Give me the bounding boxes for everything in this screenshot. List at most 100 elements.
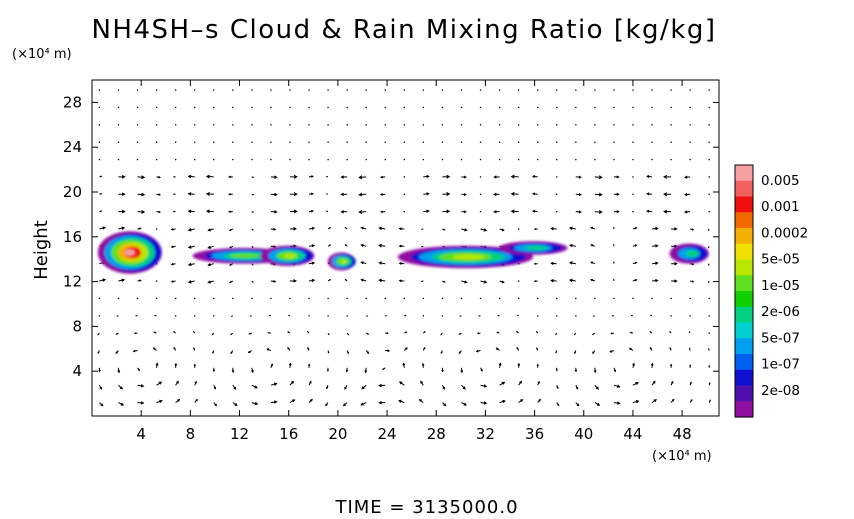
wind-vector [344,226,348,230]
wind-vector [132,349,138,353]
wind-vector [442,228,446,231]
wind-vector [327,297,329,300]
wind-vector [378,226,386,231]
wind-vector [175,297,177,300]
wind-vector [708,176,710,178]
wind-vector [137,279,142,282]
wind-vector [498,297,501,300]
wind-vector [475,349,481,353]
colorbar-segment [735,165,753,182]
wind-vector [135,315,138,317]
wind-vector [632,382,639,386]
wind-vector [594,402,601,406]
wind-vector [556,211,558,213]
wind-vector [384,141,386,143]
wind-vector [360,278,367,282]
wind-vector [613,158,615,161]
wind-vector [187,192,195,196]
wind-vector [270,89,272,91]
colorbar-segment [735,228,753,245]
colorbar-segment [735,275,753,292]
wind-vector [365,106,367,109]
wind-vector [708,382,711,386]
wind-vector [175,124,177,126]
wind-vector [613,89,615,91]
wind-vector [537,106,539,109]
wind-vector [187,209,195,214]
wind-vector [232,297,234,300]
wind-vector [289,106,291,109]
cloud-contour [685,250,699,257]
wind-vector [326,385,329,390]
wind-vector [136,141,139,143]
wind-vector [683,210,691,214]
wind-vector [650,362,654,368]
wind-vector [98,158,101,161]
wind-vector [308,278,316,283]
cloud-contour [124,249,135,256]
wind-vector [346,141,348,143]
wind-vector [213,158,215,161]
wind-vector [479,158,482,161]
wind-vector [287,346,291,351]
wind-vector [689,89,691,91]
wind-vector [420,280,424,283]
wind-vector [289,141,291,143]
wind-vector [518,89,520,91]
wind-vector [632,244,638,247]
wind-vector [251,228,254,231]
wind-vector [518,399,524,404]
wind-vector [649,331,653,334]
wind-vector [708,106,710,109]
wind-vector [213,141,215,143]
wind-vector [117,124,120,126]
wind-vector [360,243,367,247]
wind-vector [613,175,620,179]
wind-vector [213,89,215,91]
wind-vector [575,315,577,317]
wind-vector [590,261,595,265]
wind-vector [459,315,462,317]
wind-vector [592,315,596,317]
wind-vector [499,399,506,404]
wind-vector [156,210,162,214]
wind-vector [632,176,634,178]
wind-vector [442,192,451,197]
wind-vector [137,209,146,214]
wind-vector [289,227,297,231]
wind-vector [251,124,253,126]
colorbar-label: 5e-07 [761,330,800,346]
wind-vector [458,350,462,355]
wind-vector [669,330,672,334]
wind-vector [518,228,520,230]
wind-vector [498,89,501,91]
wind-vector [594,124,596,126]
wind-vector [270,279,277,283]
wind-vector [568,243,576,248]
wind-vector [594,106,596,109]
y-axis: 4 8 12 16 20 24 28 [63,93,719,380]
wind-vector [708,280,710,284]
wind-vector [384,297,386,300]
wind-vector [270,192,278,197]
wind-vector [440,332,443,336]
wind-vector [479,106,482,109]
wind-vector [117,141,120,143]
wind-vector [478,315,481,317]
wind-vector [327,332,330,336]
wind-vector [98,315,101,317]
wind-vector [556,176,558,178]
wind-vector [173,331,176,334]
wind-vector [632,261,638,265]
wind-vector [194,398,198,403]
wind-vector [232,106,234,109]
wind-vector [689,297,691,300]
wind-vector [708,89,710,91]
wind-vector [385,332,389,335]
wind-vector [671,279,678,283]
wind-vector [308,106,310,109]
y-tick-label: 28 [63,93,82,111]
plot-area [97,89,711,407]
chart-title: NH4SH–s Cloud & Rain Mixing Ratio [kg/kg… [91,15,716,45]
wind-vector [574,350,577,355]
